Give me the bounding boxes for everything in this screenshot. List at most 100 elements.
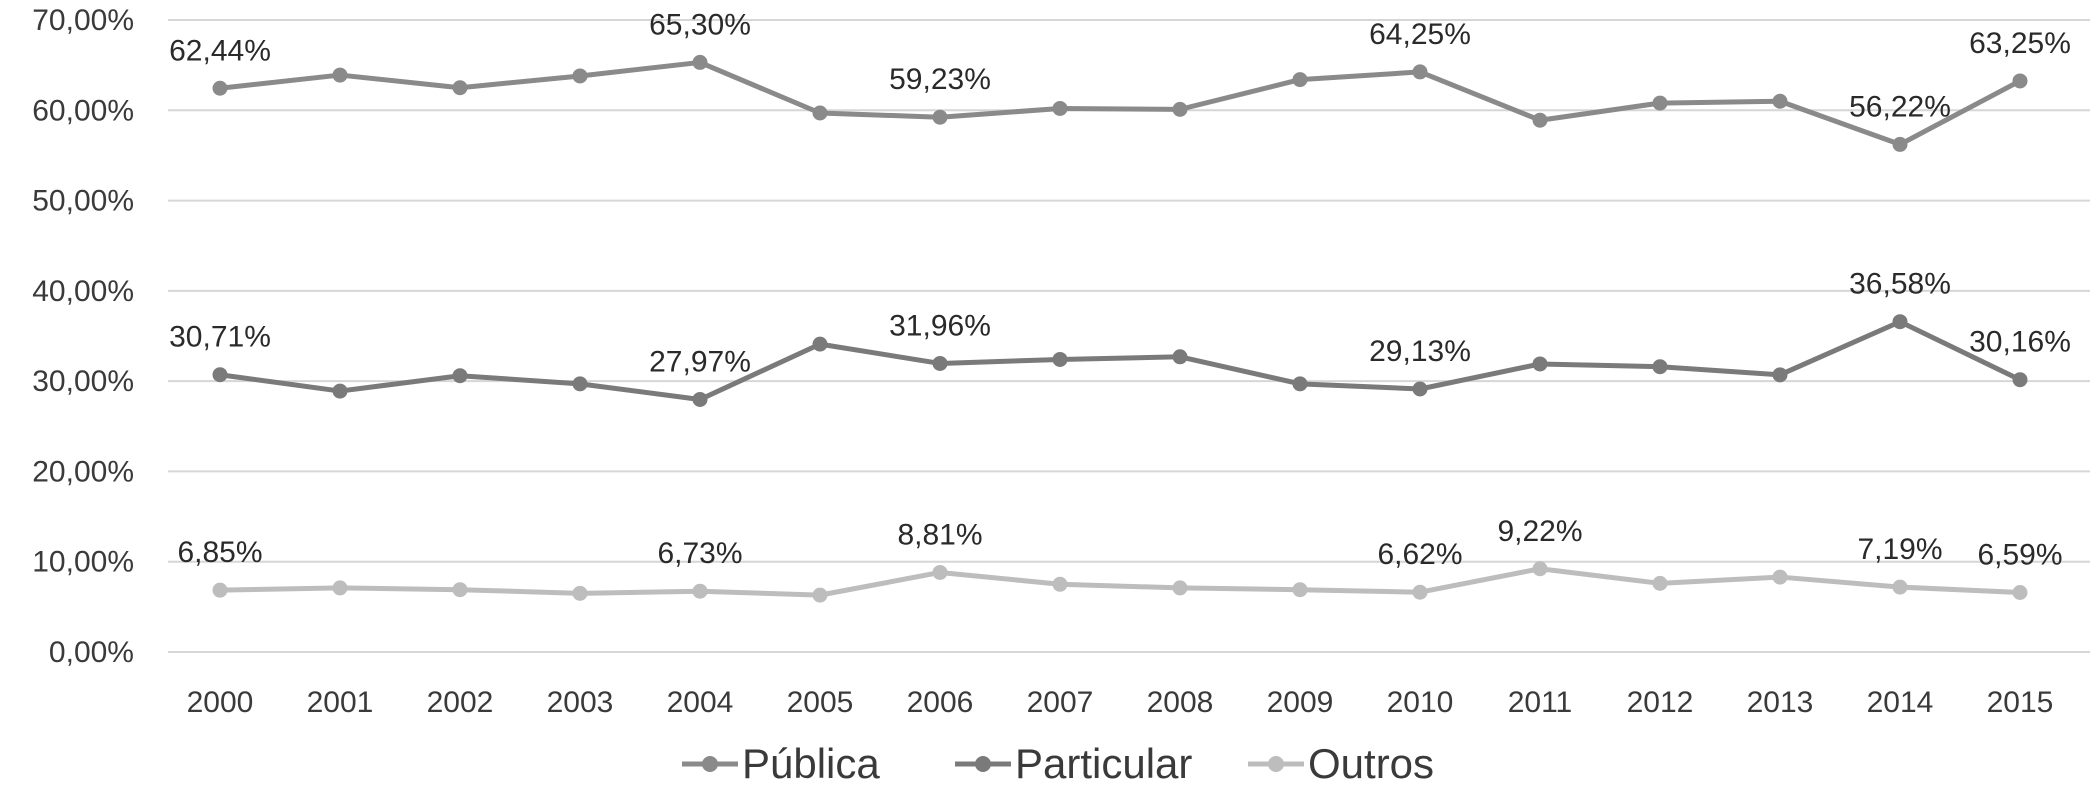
x-tick-label: 2003 bbox=[547, 686, 614, 719]
y-tick-label: 50,00% bbox=[32, 185, 134, 218]
data-point bbox=[1892, 314, 1908, 330]
data-point bbox=[332, 580, 348, 596]
data-label: 7,19% bbox=[1857, 533, 1942, 566]
gridlines bbox=[168, 19, 2090, 653]
data-point bbox=[572, 376, 588, 392]
data-point bbox=[212, 80, 228, 96]
data-point bbox=[1652, 359, 1668, 375]
data-point bbox=[1292, 376, 1308, 392]
x-tick-label: 2014 bbox=[1867, 686, 1934, 719]
data-point bbox=[212, 367, 228, 383]
data-label: 8,81% bbox=[897, 518, 982, 551]
y-tick-label: 30,00% bbox=[32, 365, 134, 398]
data-label: 65,30% bbox=[649, 8, 751, 41]
data-label: 62,44% bbox=[169, 34, 271, 67]
data-point bbox=[2012, 585, 2028, 601]
data-label: 6,73% bbox=[657, 537, 742, 570]
data-point bbox=[212, 582, 228, 598]
data-point bbox=[692, 54, 708, 70]
data-point bbox=[1172, 349, 1188, 365]
x-tick-label: 2005 bbox=[787, 686, 854, 719]
data-point bbox=[692, 391, 708, 407]
legend-marker bbox=[975, 756, 991, 772]
data-point bbox=[1292, 582, 1308, 598]
data-label: 31,96% bbox=[889, 309, 991, 342]
data-point bbox=[1652, 95, 1668, 111]
x-tick-label: 2012 bbox=[1627, 686, 1694, 719]
data-label: 30,16% bbox=[1969, 326, 2071, 359]
y-tick-label: 60,00% bbox=[32, 94, 134, 127]
data-point bbox=[1412, 584, 1428, 600]
x-tick-label: 2015 bbox=[1987, 686, 2054, 719]
data-point bbox=[1172, 580, 1188, 596]
legend-marker bbox=[702, 756, 718, 772]
data-point bbox=[1772, 367, 1788, 383]
data-point bbox=[452, 582, 468, 598]
y-tick-label: 40,00% bbox=[32, 275, 134, 308]
data-point bbox=[1532, 561, 1548, 577]
data-point bbox=[812, 105, 828, 121]
x-tick-label: 2001 bbox=[307, 686, 374, 719]
data-point bbox=[812, 336, 828, 352]
data-point bbox=[452, 80, 468, 96]
legend-label: Pública bbox=[742, 740, 880, 787]
data-point bbox=[1892, 579, 1908, 595]
data-point bbox=[572, 585, 588, 601]
series-line bbox=[217, 319, 2023, 402]
data-point bbox=[1772, 93, 1788, 109]
y-tick-label: 70,00% bbox=[32, 4, 134, 37]
data-label: 30,71% bbox=[169, 321, 271, 354]
data-point bbox=[812, 587, 828, 603]
data-point bbox=[1532, 356, 1548, 372]
data-label: 29,13% bbox=[1369, 335, 1471, 368]
data-point bbox=[572, 68, 588, 84]
y-tick-label: 20,00% bbox=[32, 455, 134, 488]
series-line bbox=[217, 566, 2023, 598]
x-tick-label: 2013 bbox=[1747, 686, 1814, 719]
x-tick-label: 2009 bbox=[1267, 686, 1334, 719]
data-point bbox=[1052, 351, 1068, 367]
data-point bbox=[2012, 372, 2028, 388]
data-point bbox=[452, 368, 468, 384]
data-label: 6,62% bbox=[1377, 538, 1462, 571]
x-tick-label: 2010 bbox=[1387, 686, 1454, 719]
legend-label: Particular bbox=[1015, 740, 1192, 787]
data-point bbox=[932, 564, 948, 580]
x-tick-label: 2008 bbox=[1147, 686, 1214, 719]
data-point bbox=[1652, 575, 1668, 591]
data-point bbox=[2012, 73, 2028, 89]
data-label: 59,23% bbox=[889, 63, 991, 96]
x-axis: 2000 2001 2002 2003 2004 2005 2006 2007 2008 2009… bbox=[187, 686, 2054, 719]
data-point bbox=[1412, 64, 1428, 80]
x-tick-label: 2002 bbox=[427, 686, 494, 719]
data-point bbox=[932, 355, 948, 371]
data-point bbox=[1532, 112, 1548, 128]
data-point bbox=[1292, 72, 1308, 88]
data-point bbox=[1172, 101, 1188, 117]
data-label: 27,97% bbox=[649, 345, 751, 378]
y-tick-label: 10,00% bbox=[32, 546, 134, 579]
data-label: 56,22% bbox=[1849, 90, 1951, 123]
x-tick-label: 2000 bbox=[187, 686, 254, 719]
data-point bbox=[332, 383, 348, 399]
x-tick-label: 2011 bbox=[1508, 686, 1573, 719]
data-label: 6,85% bbox=[177, 536, 262, 569]
data-labels: 62,44% 65,30% 59,23% 64,25% 56,22% 63,25% 30,7… bbox=[169, 8, 2071, 571]
x-tick-label: 2007 bbox=[1027, 686, 1094, 719]
data-point bbox=[1412, 381, 1428, 397]
data-label: 63,25% bbox=[1969, 27, 2071, 60]
data-point bbox=[1892, 136, 1908, 152]
legend-label: Outros bbox=[1308, 740, 1434, 787]
data-label: 64,25% bbox=[1369, 18, 1471, 51]
x-tick-label: 2006 bbox=[907, 686, 974, 719]
y-tick-label: 0,00% bbox=[49, 636, 134, 669]
series-lines bbox=[212, 54, 2028, 603]
data-label: 6,59% bbox=[1977, 539, 2062, 572]
data-point bbox=[1052, 576, 1068, 592]
series-line bbox=[217, 59, 2023, 147]
data-point bbox=[932, 109, 948, 125]
x-tick-label: 2004 bbox=[667, 686, 734, 719]
data-point bbox=[1052, 100, 1068, 116]
